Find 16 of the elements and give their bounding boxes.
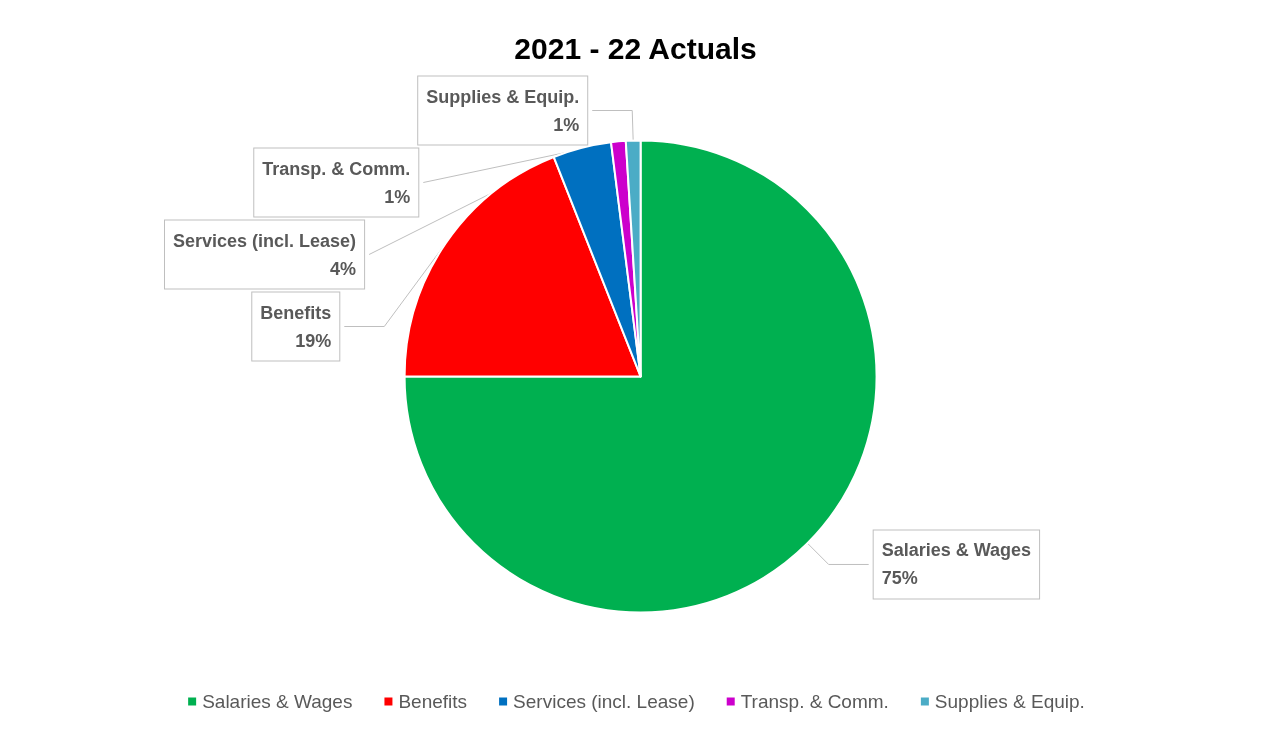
legend-label: Transp. & Comm. (740, 691, 889, 712)
slice-label: Salaries & Wages (881, 540, 1032, 561)
legend-label: Salaries & Wages (202, 691, 353, 712)
data-label: 1% (553, 114, 580, 135)
legend-label: Benefits (398, 691, 468, 712)
data-label: 1% (384, 186, 411, 207)
legend-label: Supplies & Equip. (934, 691, 1085, 712)
legend-label: Services (incl. Lease) (513, 691, 695, 712)
data-label: 19% (295, 330, 332, 351)
data-label: 75% (881, 568, 918, 589)
slice-label: Supplies & Equip. (426, 86, 580, 107)
data-label: 4% (330, 258, 357, 279)
chart-title: 2021 - 22 Actuals (514, 31, 757, 65)
slice-label: Services (incl. Lease) (172, 230, 357, 251)
slice-label: Transp. & Comm. (262, 158, 411, 179)
slice-label: Benefits (260, 302, 332, 323)
